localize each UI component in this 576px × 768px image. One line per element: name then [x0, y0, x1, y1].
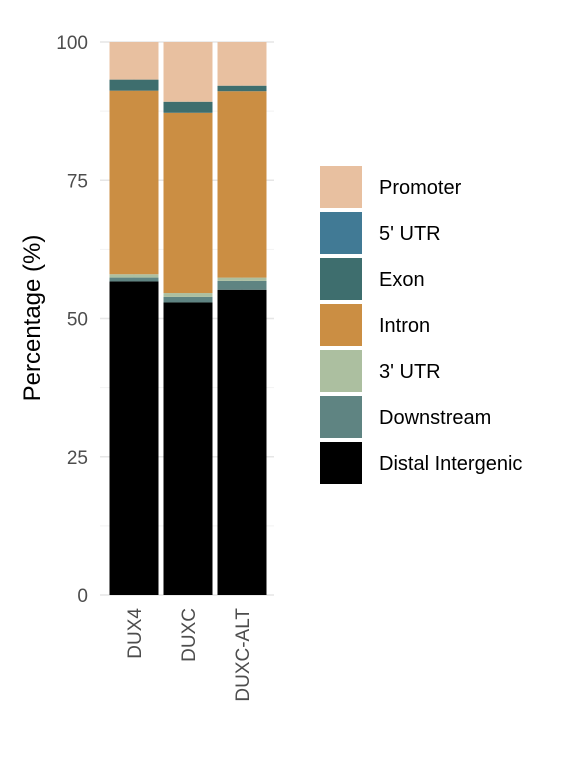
bar-duxc-promoter: [163, 42, 213, 102]
bar-duxc-alt-promoter: [217, 42, 267, 86]
bar-duxc-distal-intergenic: [163, 302, 213, 595]
legend-label-5-utr: 5' UTR: [379, 223, 441, 245]
x-axis-ticks: DUX4 DUXC DUXC-ALT: [125, 608, 254, 702]
legend-label-exon: Exon: [379, 269, 425, 291]
bar-dux4-promoter: [109, 42, 159, 80]
bar-duxc-3-utr: [163, 293, 213, 297]
legend-key-5-utr: [320, 212, 362, 254]
legend-label-3-utr: 3' UTR: [379, 361, 441, 383]
bar-duxc-intron: [163, 112, 213, 294]
legend-label-distal-intergenic: Distal Intergenic: [379, 453, 522, 475]
bar-duxc-alt-downstream: [217, 280, 267, 290]
legend-key-promoter: [320, 166, 362, 208]
bars: [109, 42, 267, 595]
bar-dux4-intron: [109, 90, 159, 275]
legend-key-downstream: [320, 396, 362, 438]
bar-duxc-downstream: [163, 296, 213, 303]
bar-duxc-exon: [163, 101, 213, 113]
legend-key-distal-intergenic: [320, 442, 362, 484]
legend-key-intron: [320, 304, 362, 346]
y-tick-label: 100: [56, 33, 88, 54]
y-axis-ticks: 0 25 50 75 100: [56, 33, 88, 607]
y-tick-label: 50: [67, 310, 88, 331]
x-tick-label: DUXC-ALT: [233, 608, 254, 702]
bar-duxc-alt-distal-intergenic: [217, 289, 267, 595]
legend-key-3-utr: [320, 350, 362, 392]
y-axis-title: Percentage (%): [19, 235, 46, 402]
bar-dux4-downstream: [109, 277, 159, 282]
legend-key-exon: [320, 258, 362, 300]
y-tick-label: 0: [77, 586, 88, 607]
x-tick-label: DUX4: [125, 608, 146, 659]
y-tick-label: 25: [67, 448, 88, 469]
legend-label-promoter: Promoter: [379, 177, 462, 199]
bar-dux4-exon: [109, 79, 159, 91]
bar-duxc-alt-exon: [217, 85, 267, 92]
legend-label-intron: Intron: [379, 315, 430, 337]
bar-dux4-distal-intergenic: [109, 281, 159, 595]
bar-duxc-alt-3-utr: [217, 277, 267, 281]
bar-dux4-3-utr: [109, 274, 159, 278]
bar-duxc-alt-intron: [217, 91, 267, 278]
x-tick-label: DUXC: [179, 608, 200, 662]
legend: Promoter 5' UTR Exon Intron 3' UTR Downstream…: [320, 166, 522, 484]
y-tick-label: 75: [67, 171, 88, 192]
legend-label-downstream: Downstream: [379, 407, 491, 429]
